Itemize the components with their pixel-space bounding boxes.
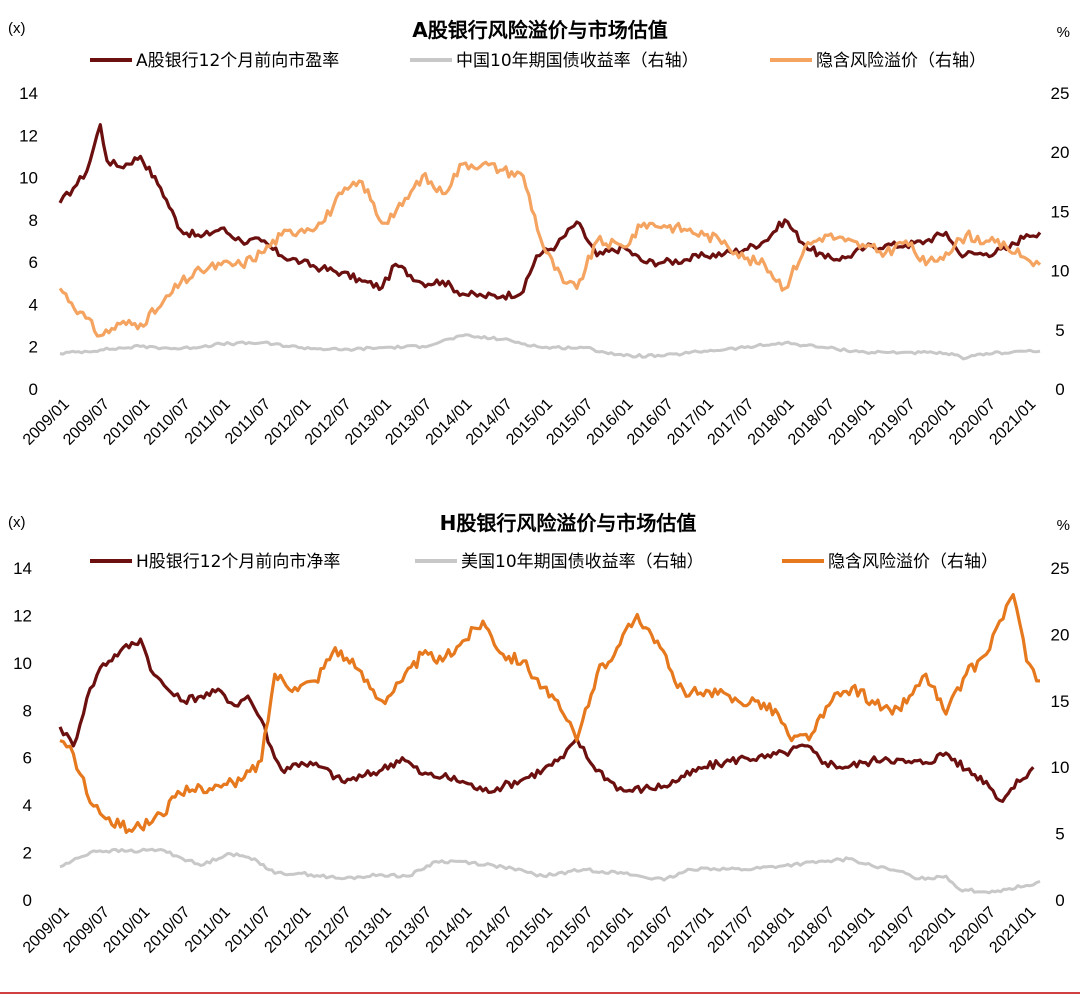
right-tick-label: 5	[1055, 825, 1064, 844]
left-tick-label: 14	[13, 559, 32, 578]
left-tick-label: 6	[29, 253, 38, 272]
right-tick-label: 25	[1051, 559, 1070, 578]
right-axis-unit: %	[1057, 24, 1070, 41]
legend-label: 美国10年期国债收益率（右轴）	[461, 552, 704, 572]
right-tick-label: 5	[1055, 321, 1064, 340]
left-tick-label: 2	[29, 338, 38, 357]
left-tick-label: 2	[23, 844, 32, 863]
left-tick-label: 12	[13, 606, 32, 625]
left-tick-label: 10	[13, 654, 32, 673]
legend-label: H股银行12个月前向市净率	[136, 552, 340, 572]
right-tick-label: 25	[1051, 84, 1070, 103]
legend-label: A股银行12个月前向市盈率	[136, 51, 339, 71]
left-axis-unit: (x)	[8, 514, 26, 531]
right-axis-unit: %	[1057, 517, 1070, 534]
chart2-area: (x) %0246810121405101520252009/012009/072…	[8, 514, 1070, 957]
left-tick-label: 0	[29, 380, 38, 399]
series-line	[59, 593, 1040, 834]
left-tick-label: 4	[23, 796, 32, 815]
right-tick-label: 0	[1055, 380, 1064, 399]
chart1-title: A股银行风险溢价与市场估值	[412, 18, 667, 42]
left-tick-label: 8	[29, 211, 38, 230]
series-line	[59, 847, 1041, 895]
left-tick-label: 6	[23, 749, 32, 768]
left-tick-label: 12	[19, 126, 38, 145]
chart1-area: (x) %0246810121405101520252009/012009/072…	[8, 20, 1070, 449]
series-line	[58, 160, 1042, 338]
left-tick-label: 14	[19, 84, 38, 103]
chart2-title: H股银行风险溢价与市场估值	[440, 511, 697, 535]
legend-label: 隐含风险溢价（右轴）	[828, 552, 998, 572]
right-tick-label: 15	[1051, 692, 1070, 711]
series-line	[58, 123, 1042, 301]
series-line	[58, 637, 1035, 803]
left-tick-label: 8	[23, 701, 32, 720]
right-tick-label: 15	[1051, 202, 1070, 221]
left-axis-unit: (x)	[8, 20, 26, 37]
legend-label: 中国10年期国债收益率（右轴）	[456, 51, 699, 71]
left-tick-label: 10	[19, 169, 38, 188]
right-tick-label: 20	[1051, 143, 1070, 162]
left-tick-label: 0	[23, 891, 32, 910]
legend-label: 隐含风险溢价（右轴）	[816, 51, 986, 71]
left-tick-label: 4	[29, 295, 38, 314]
right-tick-label: 10	[1051, 262, 1070, 281]
series-line	[59, 333, 1041, 361]
right-tick-label: 20	[1051, 625, 1070, 644]
right-tick-label: 10	[1051, 758, 1070, 777]
right-tick-label: 0	[1055, 891, 1064, 910]
